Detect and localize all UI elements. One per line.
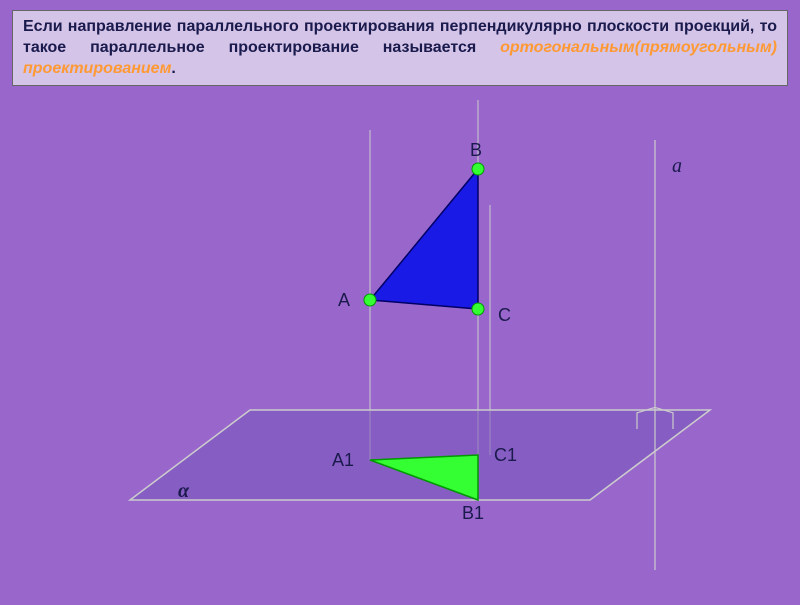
label-B: В [470,140,482,161]
label-alpha: α [178,480,189,503]
original-triangle [370,169,478,309]
label-A: А [338,290,350,311]
vertex-C [472,303,484,315]
projection-plane [130,410,710,500]
projection-diagram: А В С А1 В1 С1 a α [0,100,800,600]
label-B1: В1 [462,503,484,524]
label-A1: А1 [332,450,354,471]
text-part2: . [171,60,175,77]
label-C1: С1 [494,445,517,466]
definition-text: Если направление параллельного проектиро… [12,10,788,86]
vertex-A [364,294,376,306]
label-line-a: a [672,155,682,178]
vertex-B [472,163,484,175]
label-C: С [498,305,511,326]
